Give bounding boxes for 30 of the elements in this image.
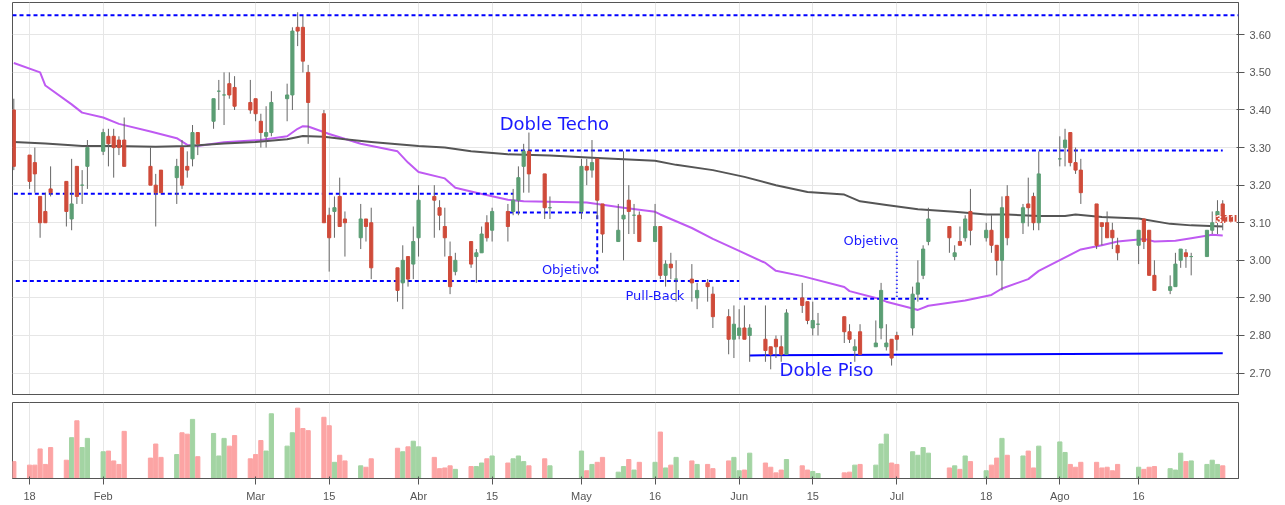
x-tick-label: Jul — [889, 489, 904, 502]
x-tick-label: 16 — [1132, 489, 1145, 502]
x-tick-label: Mar — [246, 489, 266, 502]
annotation: Pull-Back — [625, 287, 685, 303]
y-tick-label: 3.40 — [1249, 103, 1271, 116]
annotation: Objetivo — [541, 262, 597, 278]
y-tick-label: 3.60 — [1249, 28, 1271, 41]
y-tick-label: 2.90 — [1249, 291, 1271, 304]
x-tick-label: 18 — [23, 489, 36, 502]
x-tick-label: May — [571, 489, 593, 502]
x-tick-label: 15 — [323, 489, 336, 502]
y-tick-label: 3.30 — [1249, 141, 1271, 154]
y-tick-label: 2.70 — [1249, 367, 1271, 380]
y-tick-label: 3.00 — [1249, 254, 1271, 267]
annotation: Doble Techo — [499, 112, 610, 134]
x-tick-label: Ago — [1050, 489, 1070, 502]
y-tick-label: 3.10 — [1249, 216, 1271, 229]
annotation: Doble Piso — [779, 358, 874, 380]
x-tick-label: Abr — [409, 489, 428, 502]
y-tick-label: 3.50 — [1249, 66, 1271, 79]
text: 3.11 — [1215, 212, 1237, 225]
x-tick-label: 15 — [486, 489, 499, 502]
annotation: Objetivo — [843, 232, 898, 248]
x-tick-label: 18 — [980, 489, 993, 502]
x-tick-label: Feb — [93, 489, 113, 502]
y-tick-label: 2.80 — [1249, 329, 1271, 342]
y-tick-label: 3.20 — [1249, 179, 1271, 192]
x-tick-label: Jun — [730, 489, 749, 502]
x-tick-label: 16 — [648, 489, 662, 502]
x-tick-label: 15 — [806, 489, 819, 502]
